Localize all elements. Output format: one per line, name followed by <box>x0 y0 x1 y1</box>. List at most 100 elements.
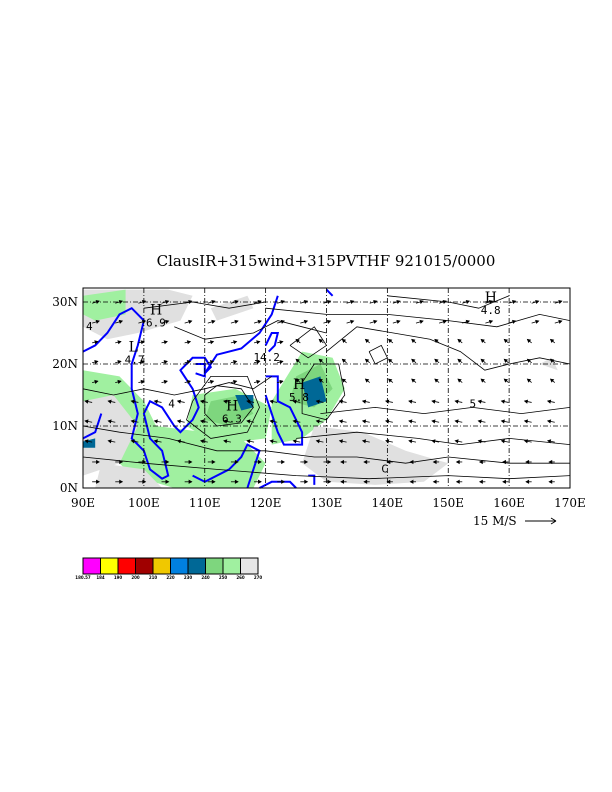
wind-vector <box>92 299 100 305</box>
wind-vector <box>292 439 301 444</box>
coastline <box>308 474 316 485</box>
wind-vector <box>525 459 532 465</box>
wind-vector <box>315 399 324 404</box>
lat-tick-label: 0N <box>60 481 78 495</box>
coastline <box>259 480 297 489</box>
colorbar-swatch <box>205 557 224 575</box>
wind-vector <box>176 419 185 424</box>
cloud-region <box>235 395 254 411</box>
wind-vector <box>408 439 417 444</box>
contour-line <box>265 307 571 328</box>
wind-vector <box>338 419 347 424</box>
vector-key-label: 15 M/S <box>473 514 517 528</box>
wind-vector <box>315 419 324 424</box>
wind-vector <box>323 479 332 484</box>
wind-vector <box>503 358 509 364</box>
wind-vector <box>531 299 540 305</box>
wind-vector <box>554 299 563 305</box>
wind-vector <box>184 319 193 324</box>
wind-vector <box>84 439 93 444</box>
wind-vector <box>207 379 215 384</box>
wind-vector <box>292 419 301 424</box>
contour-line <box>82 376 272 396</box>
wind-vector <box>415 299 424 305</box>
wind-vector <box>207 340 215 345</box>
pressure-center-symbol: L <box>129 340 138 356</box>
cloud-region <box>83 370 266 488</box>
lat-tick-label: 20N <box>52 357 78 371</box>
wind-vector <box>525 479 532 484</box>
wind-vector <box>115 459 124 465</box>
wind-vector <box>207 360 215 365</box>
lat-tick-label: 10N <box>52 419 78 433</box>
wind-vector <box>246 439 255 444</box>
contour-line <box>82 425 570 464</box>
lon-tick-label: 160E <box>493 496 525 510</box>
wind-vector <box>277 319 285 324</box>
wind-vector <box>554 319 563 324</box>
cloud-region <box>302 376 327 408</box>
wind-vector <box>503 338 509 344</box>
wind-vector <box>341 378 347 383</box>
wind-vector <box>115 479 124 484</box>
wind-vector <box>477 399 486 404</box>
wind-vector <box>480 338 486 344</box>
wind-vector <box>138 340 145 345</box>
wind-vector <box>253 360 261 365</box>
wind-vector <box>526 358 532 364</box>
wind-vector <box>457 378 463 383</box>
wind-vector <box>411 378 417 383</box>
wind-vector <box>230 319 239 324</box>
wind-vector <box>277 360 284 365</box>
wind-vector <box>526 378 532 383</box>
wind-vector <box>439 319 447 324</box>
wind-vector <box>84 419 93 424</box>
contour-line <box>368 344 388 365</box>
wind-vector <box>269 419 278 424</box>
colorbar-label: 180.57 <box>75 575 91 580</box>
wind-vector <box>434 338 440 344</box>
wind-vector <box>500 419 509 424</box>
wind-vector <box>388 338 394 344</box>
wind-vector <box>411 338 417 344</box>
wind-vector <box>107 439 116 444</box>
wind-vector <box>385 439 393 444</box>
wind-vector <box>485 299 494 305</box>
wind-vector <box>369 299 378 305</box>
lat-tick-label: 30N <box>52 295 78 309</box>
wind-vector <box>253 379 261 384</box>
wind-vector <box>253 340 261 345</box>
colorbar-swatch <box>222 557 241 575</box>
wind-vector <box>269 399 278 404</box>
contour-label: 5 <box>470 397 477 410</box>
wind-vector <box>432 459 440 465</box>
wind-vector <box>549 378 556 383</box>
wind-vector <box>153 419 162 424</box>
wind-vector <box>199 419 208 424</box>
wind-vector <box>408 419 417 424</box>
wind-vector <box>300 299 309 305</box>
wind-vector <box>184 479 193 484</box>
contour-line <box>82 456 571 480</box>
colorbar-label: 240 <box>201 575 210 580</box>
wind-vector <box>388 378 394 383</box>
cloud-region <box>83 289 126 321</box>
wind-vector <box>107 399 116 404</box>
lon-tick-label: 110E <box>189 496 221 510</box>
wind-vector <box>176 399 185 404</box>
wind-vector <box>253 299 262 305</box>
wind-vector <box>523 399 532 404</box>
contour-line <box>143 301 266 309</box>
wind-vector <box>115 299 124 305</box>
wind-vector <box>292 399 301 404</box>
pressure-center-value: 4.8 <box>481 304 501 317</box>
wind-vector <box>388 358 394 364</box>
wind-vector <box>161 299 170 305</box>
wind-vector <box>338 399 347 404</box>
wind-vector <box>277 479 286 484</box>
wind-vector <box>386 479 393 484</box>
wind-vector <box>138 479 147 484</box>
wind-vector <box>364 378 370 383</box>
wind-vector <box>161 319 170 324</box>
